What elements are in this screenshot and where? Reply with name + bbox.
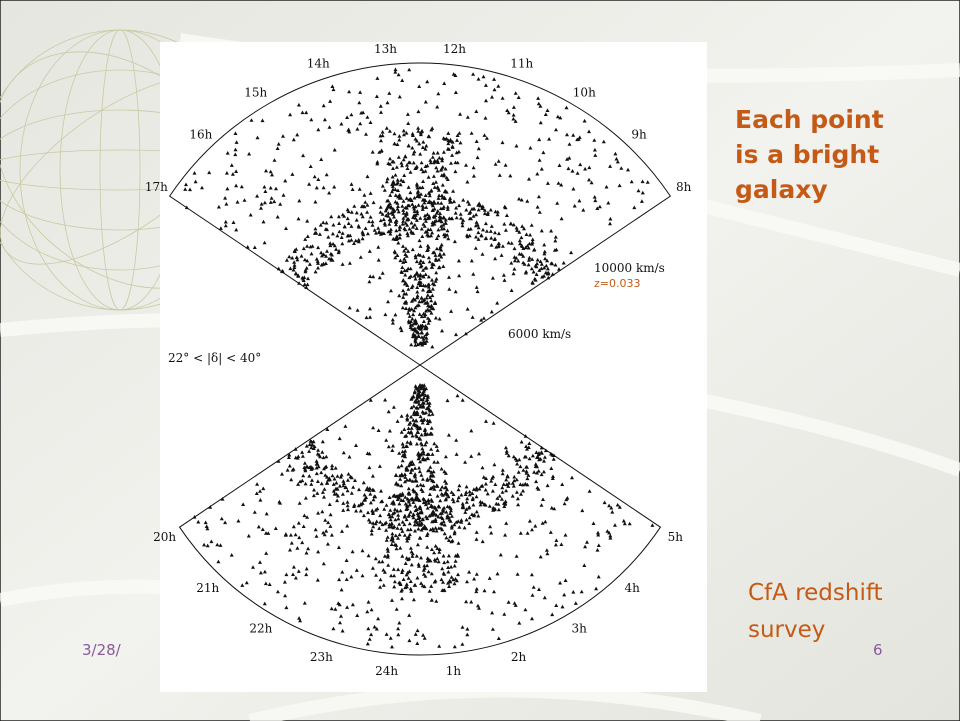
redshift-label: z=0.033 xyxy=(594,277,640,290)
hour-label: 13h xyxy=(374,42,397,56)
figure-background xyxy=(160,42,707,692)
hour-label: 21h xyxy=(196,581,219,595)
hour-label: 22h xyxy=(249,622,272,636)
hour-label: 4h xyxy=(625,581,641,595)
declination-range: 22° < |δ| < 40° xyxy=(168,351,261,365)
velocity-inner: 6000 km/s xyxy=(508,327,571,341)
hour-label: 9h xyxy=(631,128,647,142)
hour-label: 15h xyxy=(244,86,267,100)
date: 3/28/ xyxy=(82,641,122,659)
hour-label: 8h xyxy=(676,180,692,194)
hour-label: 23h xyxy=(310,650,333,664)
title-line: galaxy xyxy=(735,175,828,204)
velocity-outer: 10000 km/s xyxy=(594,261,665,275)
hour-label: 16h xyxy=(189,128,212,142)
hour-label: 5h xyxy=(668,530,684,544)
hour-label: 20h xyxy=(153,530,176,544)
survey-wedges xyxy=(168,62,672,656)
wedge-outline xyxy=(178,364,662,656)
hour-label: 24h xyxy=(375,664,398,678)
hour-label: 11h xyxy=(510,57,533,71)
hour-label: 17h xyxy=(145,180,168,194)
hour-labels: 17h 16h 15h 14h 13h 12h 11h 10h 9h 8h 20h 21h 22h 23h… xyxy=(145,42,692,678)
page-number: 6 xyxy=(873,641,883,659)
title-line: is a bright xyxy=(735,140,879,169)
hour-label: 3h xyxy=(571,622,587,636)
caption-line: survey xyxy=(748,617,825,643)
hour-label: 10h xyxy=(573,86,596,100)
hour-label: 14h xyxy=(307,57,330,71)
hour-label: 1h xyxy=(446,664,462,678)
wedge-outline xyxy=(168,62,672,366)
caption-line: CfA redshift xyxy=(748,580,883,606)
hour-label: 12h xyxy=(443,42,466,56)
title-line: Each point xyxy=(735,105,884,134)
hour-label: 2h xyxy=(511,650,527,664)
